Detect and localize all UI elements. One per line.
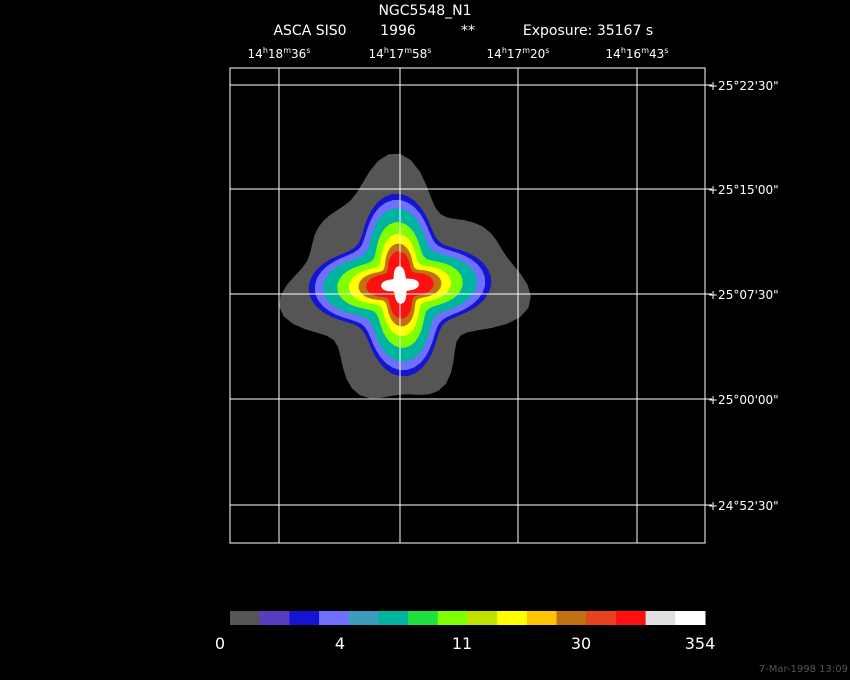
colorbar-swatch bbox=[497, 611, 528, 625]
colorbar-swatch bbox=[556, 611, 587, 625]
frame bbox=[229, 67, 706, 544]
dec-tick-label: +25°00'00" bbox=[708, 393, 779, 407]
ra-tick-part: 36 bbox=[291, 47, 306, 61]
colorbar-label: 30 bbox=[571, 634, 591, 653]
colorbar-swatch bbox=[467, 611, 498, 625]
ra-tick-part: 17 bbox=[389, 47, 404, 61]
ra-tick-label: 14h17m58s bbox=[369, 46, 432, 61]
dec-tick-label: +24°52'30" bbox=[708, 499, 779, 513]
title: NGC5548_N1 bbox=[378, 3, 471, 19]
ra-tick-part: h bbox=[621, 46, 626, 55]
colorbar-swatch bbox=[586, 611, 617, 625]
ra-tick-part: m bbox=[522, 46, 530, 55]
colorbar-swatch bbox=[230, 611, 261, 625]
footer: 7-Mar-1998 13:09 bbox=[759, 664, 848, 675]
colorbar-swatch bbox=[378, 611, 409, 625]
dec-tick-label: +25°07'30" bbox=[708, 288, 779, 302]
colorbar-swatch bbox=[289, 611, 320, 625]
ra-tick-part: s bbox=[545, 46, 549, 55]
ra-tick-part: 18 bbox=[268, 47, 283, 61]
ra-tick-part: 14 bbox=[369, 47, 384, 61]
colorbar: 0 4 11 30 354 bbox=[215, 611, 715, 653]
ra-tick-part: m bbox=[641, 46, 649, 55]
colorbar-swatch bbox=[675, 611, 706, 625]
colorbar-label: 4 bbox=[335, 634, 345, 653]
ra-tick-part: s bbox=[427, 46, 431, 55]
colorbar-label: 0 bbox=[215, 634, 225, 653]
colorbar-swatch bbox=[437, 611, 468, 625]
ra-tick-label: 14h18m36s bbox=[248, 46, 311, 61]
ra-tick-part: s bbox=[664, 46, 668, 55]
colorbar-swatch bbox=[259, 611, 290, 625]
colorbar-swatch bbox=[526, 611, 558, 625]
ra-tick-part: 58 bbox=[412, 47, 427, 61]
dec-tick-label: +25°15'00" bbox=[708, 183, 779, 197]
ra-tick-part: 20 bbox=[530, 47, 545, 61]
xray-image bbox=[279, 153, 531, 399]
ra-tick-part: 14 bbox=[248, 47, 263, 61]
colorbar-swatch bbox=[319, 611, 350, 625]
ra-tick-label: 14h16m43s bbox=[606, 46, 669, 61]
grid bbox=[230, 68, 712, 543]
ra-tick-part: h bbox=[263, 46, 268, 55]
flag: ** bbox=[461, 23, 475, 39]
ra-tick-part: 16 bbox=[626, 47, 641, 61]
colorbar-swatch bbox=[408, 611, 439, 625]
ra-tick-part: 43 bbox=[649, 47, 664, 61]
colorbar-label: 354 bbox=[685, 634, 716, 653]
instrument: ASCA SIS0 bbox=[273, 23, 346, 39]
ra-tick-part: m bbox=[404, 46, 412, 55]
year: 1996 bbox=[380, 23, 416, 39]
ra-tick-part: s bbox=[306, 46, 310, 55]
ra-tick-part: 14 bbox=[606, 47, 621, 61]
ra-tick-part: m bbox=[283, 46, 291, 55]
ra-tick-part: 14 bbox=[487, 47, 502, 61]
colorbar-label: 11 bbox=[452, 634, 472, 653]
ra-tick-part: h bbox=[384, 46, 389, 55]
ra-tick-part: 17 bbox=[507, 47, 522, 61]
exposure: Exposure: 35167 s bbox=[523, 23, 653, 39]
colorbar-swatch bbox=[645, 611, 676, 625]
ra-tick-part: h bbox=[502, 46, 507, 55]
colorbar-swatch bbox=[348, 611, 379, 625]
dec-tick-label: +25°22'30" bbox=[708, 79, 779, 93]
colorbar-swatch bbox=[615, 611, 647, 625]
ra-tick-label: 14h17m20s bbox=[487, 46, 550, 61]
